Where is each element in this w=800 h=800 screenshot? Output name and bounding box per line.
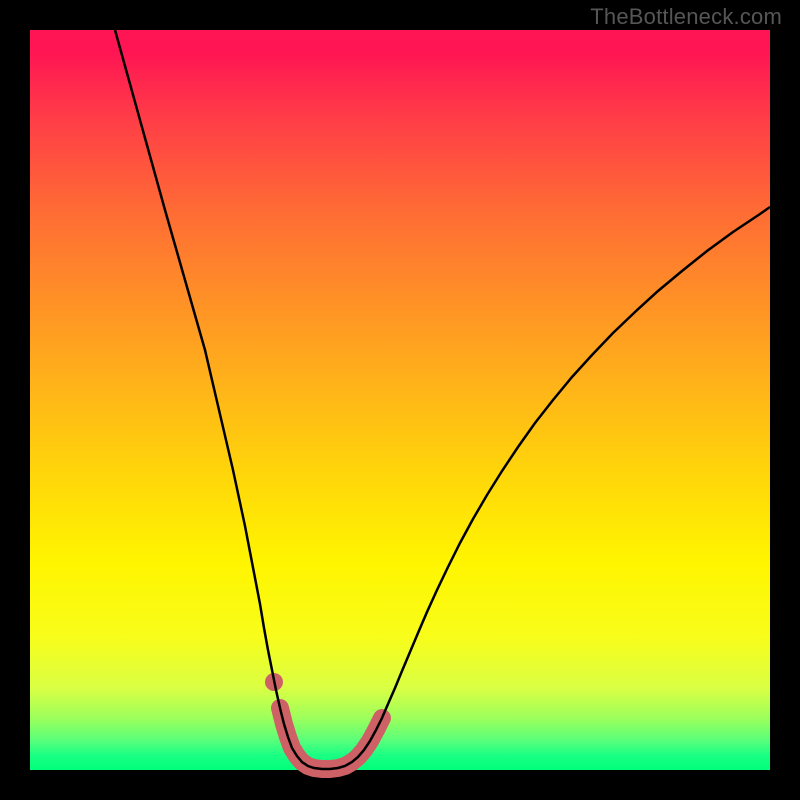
watermark-text: TheBottleneck.com — [590, 4, 782, 30]
bottleneck-curve — [115, 30, 770, 769]
highlight-segment — [280, 708, 382, 769]
chart-area — [30, 30, 770, 770]
chart-svg — [30, 30, 770, 770]
